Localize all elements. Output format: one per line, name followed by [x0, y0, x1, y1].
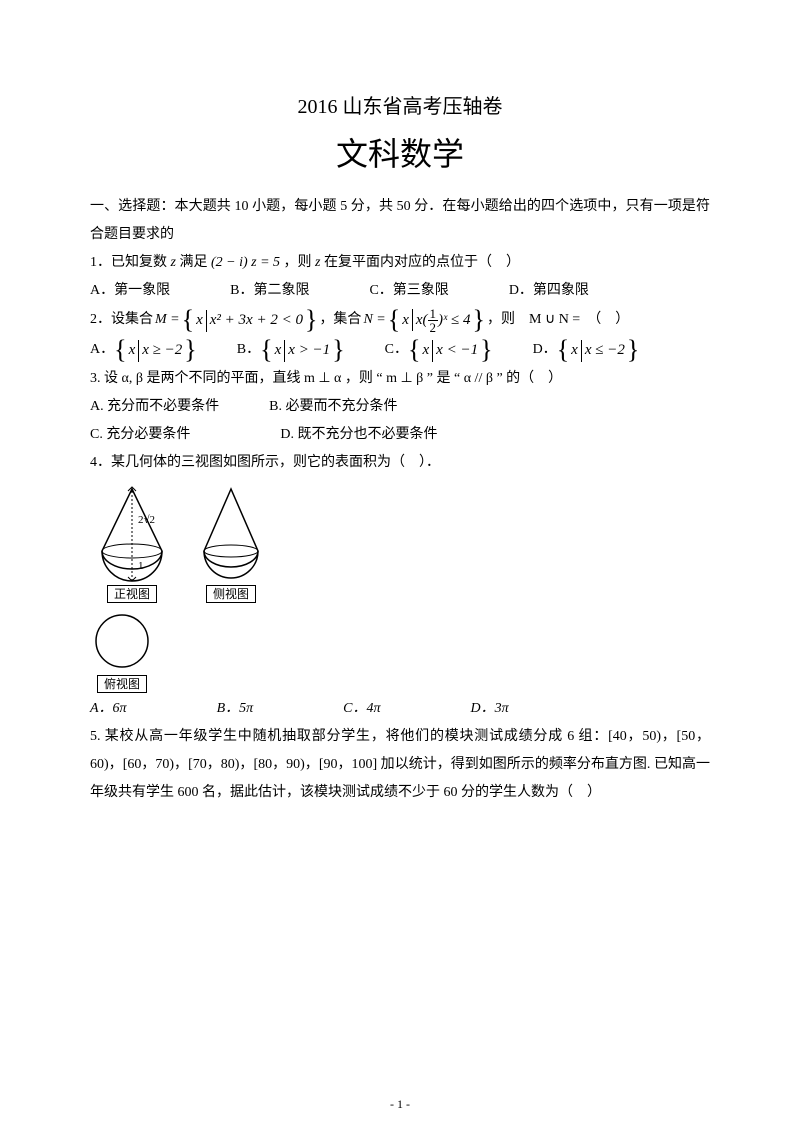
q4-opt-d: D．3π [471, 695, 509, 723]
top-view-svg [90, 609, 154, 673]
dim-h1: 2√2 [138, 514, 155, 526]
q2-N-lead: N = [363, 306, 385, 334]
q1-opt-d: D．第四象限 [509, 277, 589, 305]
q1-opt-b: B．第二象限 [230, 277, 309, 305]
title-line-2: 文科数学 [90, 129, 710, 175]
side-view: 侧视图 [194, 483, 268, 603]
front-view-svg: 2√2 1 [90, 483, 174, 583]
brace-left-icon: { [388, 307, 400, 333]
front-label: 正视图 [107, 585, 157, 603]
q2-mid1: ，集合 [319, 306, 361, 334]
q2-B-rhs: x > −1 [288, 342, 330, 358]
q2-mid2: ，则 M ∪ N = （ ） [487, 306, 629, 334]
q2-N-frac: 12 [428, 307, 439, 334]
q2-N-set: { x x( 12 )ˣ ≤ 4 } [388, 305, 485, 335]
q2-M-rhs: x² + 3x + 2 < 0 [210, 312, 303, 328]
page: 2016 山东省高考压轴卷 文科数学 一、选择题：本大题共 10 小题，每小题 … [0, 0, 800, 1132]
q3-opt-d: D. 既不充分也不必要条件 [280, 421, 437, 449]
q3-options-2: C. 充分必要条件 D. 既不充分也不必要条件 [90, 421, 710, 449]
q4-options: A．6π B．5π C．4π D．3π [90, 695, 710, 723]
q2-A-rhs: x ≥ −2 [142, 342, 182, 358]
q2-C-rhs: x < −1 [436, 342, 478, 358]
q1-mid2: ，则 [280, 255, 315, 270]
q2-M-set: { x x² + 3x + 2 < 0 } [182, 305, 318, 335]
q1-options: A．第一象限 B．第二象限 C．第三象限 D．第四象限 [90, 277, 710, 305]
q2-D-rhs: x ≤ −2 [585, 342, 625, 358]
circle-icon [96, 615, 148, 667]
q2-B-lhs: x [275, 342, 282, 358]
q2-options: A． {xx ≥ −2} B． {xx > −1} C． {xx < −1} D… [90, 335, 710, 365]
q1-stem: 1．已知复数 z 满足 (2 − i) z = 5 ，则 z 在复平面内对应的点… [90, 249, 710, 277]
set-bar-icon [206, 310, 207, 332]
q4-opt-c: C．4π [343, 695, 380, 723]
q1-opt-a: A．第一象限 [90, 277, 170, 305]
q2-A-lhs: x [129, 342, 136, 358]
q1-mid1: 满足 [176, 255, 211, 270]
brace-left-icon: { [182, 307, 194, 333]
title-line-1: 2016 山东省高考压轴卷 [90, 90, 710, 119]
q4-opt-a: A．6π [90, 695, 127, 723]
set-bar-icon [412, 309, 413, 331]
front-view: 2√2 1 正视图 [90, 483, 174, 603]
q3-stem: 3. 设 α, β 是两个不同的平面，直线 m ⊥ α ，则 “ m ⊥ β ”… [90, 365, 710, 393]
q2-M-lead: M = [155, 306, 180, 334]
q1-opt-c: C．第三象限 [369, 277, 448, 305]
top-view: 俯视图 [90, 609, 154, 693]
q5-stem: 5. 某校从高一年级学生中随机抽取部分学生，将他们的模块测试成绩分成 6 组：[… [90, 723, 710, 807]
q2-opt-b: B． {xx > −1} [237, 335, 345, 365]
q1-after: 在复平面内对应的点位于（ ） [320, 255, 520, 270]
q1-pre: 1．已知复数 [90, 255, 171, 270]
q4-figures-row2: 俯视图 [90, 609, 710, 693]
q2-N-lhs: x [402, 305, 409, 335]
side-view-svg [194, 483, 268, 583]
q2-opt-c: C． {xx < −1} [385, 335, 493, 365]
top-label: 俯视图 [97, 675, 147, 693]
page-footer: - 1 - [0, 1097, 800, 1112]
q2-opt-c-label: C． [385, 336, 408, 364]
q4-stem: 4．某几何体的三视图如图所示，则它的表面积为（ ）． [90, 449, 710, 477]
q3-opt-c: C. 充分必要条件 [90, 421, 190, 449]
q2-M-lhs: x [196, 312, 203, 328]
brace-right-icon: } [473, 307, 485, 333]
dim-h2: 1 [138, 560, 144, 572]
q2-opt-b-label: B． [237, 336, 260, 364]
q2-D-lhs: x [571, 342, 578, 358]
q3-options: A. 充分而不必要条件 B. 必要而不充分条件 [90, 393, 710, 421]
q2-N-x: x( [416, 305, 428, 335]
q3-opt-a: A. 充分而不必要条件 [90, 393, 219, 421]
q2-C-lhs: x [423, 342, 430, 358]
section-intro: 一、选择题：本大题共 10 小题，每小题 5 分，共 50 分．在每小题给出的四… [90, 193, 710, 249]
q2-opt-a-label: A． [90, 336, 114, 364]
q2-N-after: )ˣ ≤ 4 [438, 305, 470, 335]
q2-opt-d: D． {xx ≤ −2} [533, 335, 640, 365]
brace-right-icon: } [305, 307, 317, 333]
q2-opt-d-label: D． [533, 336, 557, 364]
side-label: 侧视图 [206, 585, 256, 603]
q3-opt-b: B. 必要而不充分条件 [269, 393, 397, 421]
q2-pre: 2．设集合 [90, 306, 153, 334]
q1-eq: (2 − i) z = 5 [211, 255, 280, 270]
q4-opt-b: B．5π [217, 695, 254, 723]
q4-figures-row1: 2√2 1 正视图 侧视图 [90, 483, 710, 603]
q2-stem: 2．设集合 M = { x x² + 3x + 2 < 0 } ，集合 N = {… [90, 305, 710, 335]
q2-opt-a: A． {xx ≥ −2} [90, 335, 197, 365]
